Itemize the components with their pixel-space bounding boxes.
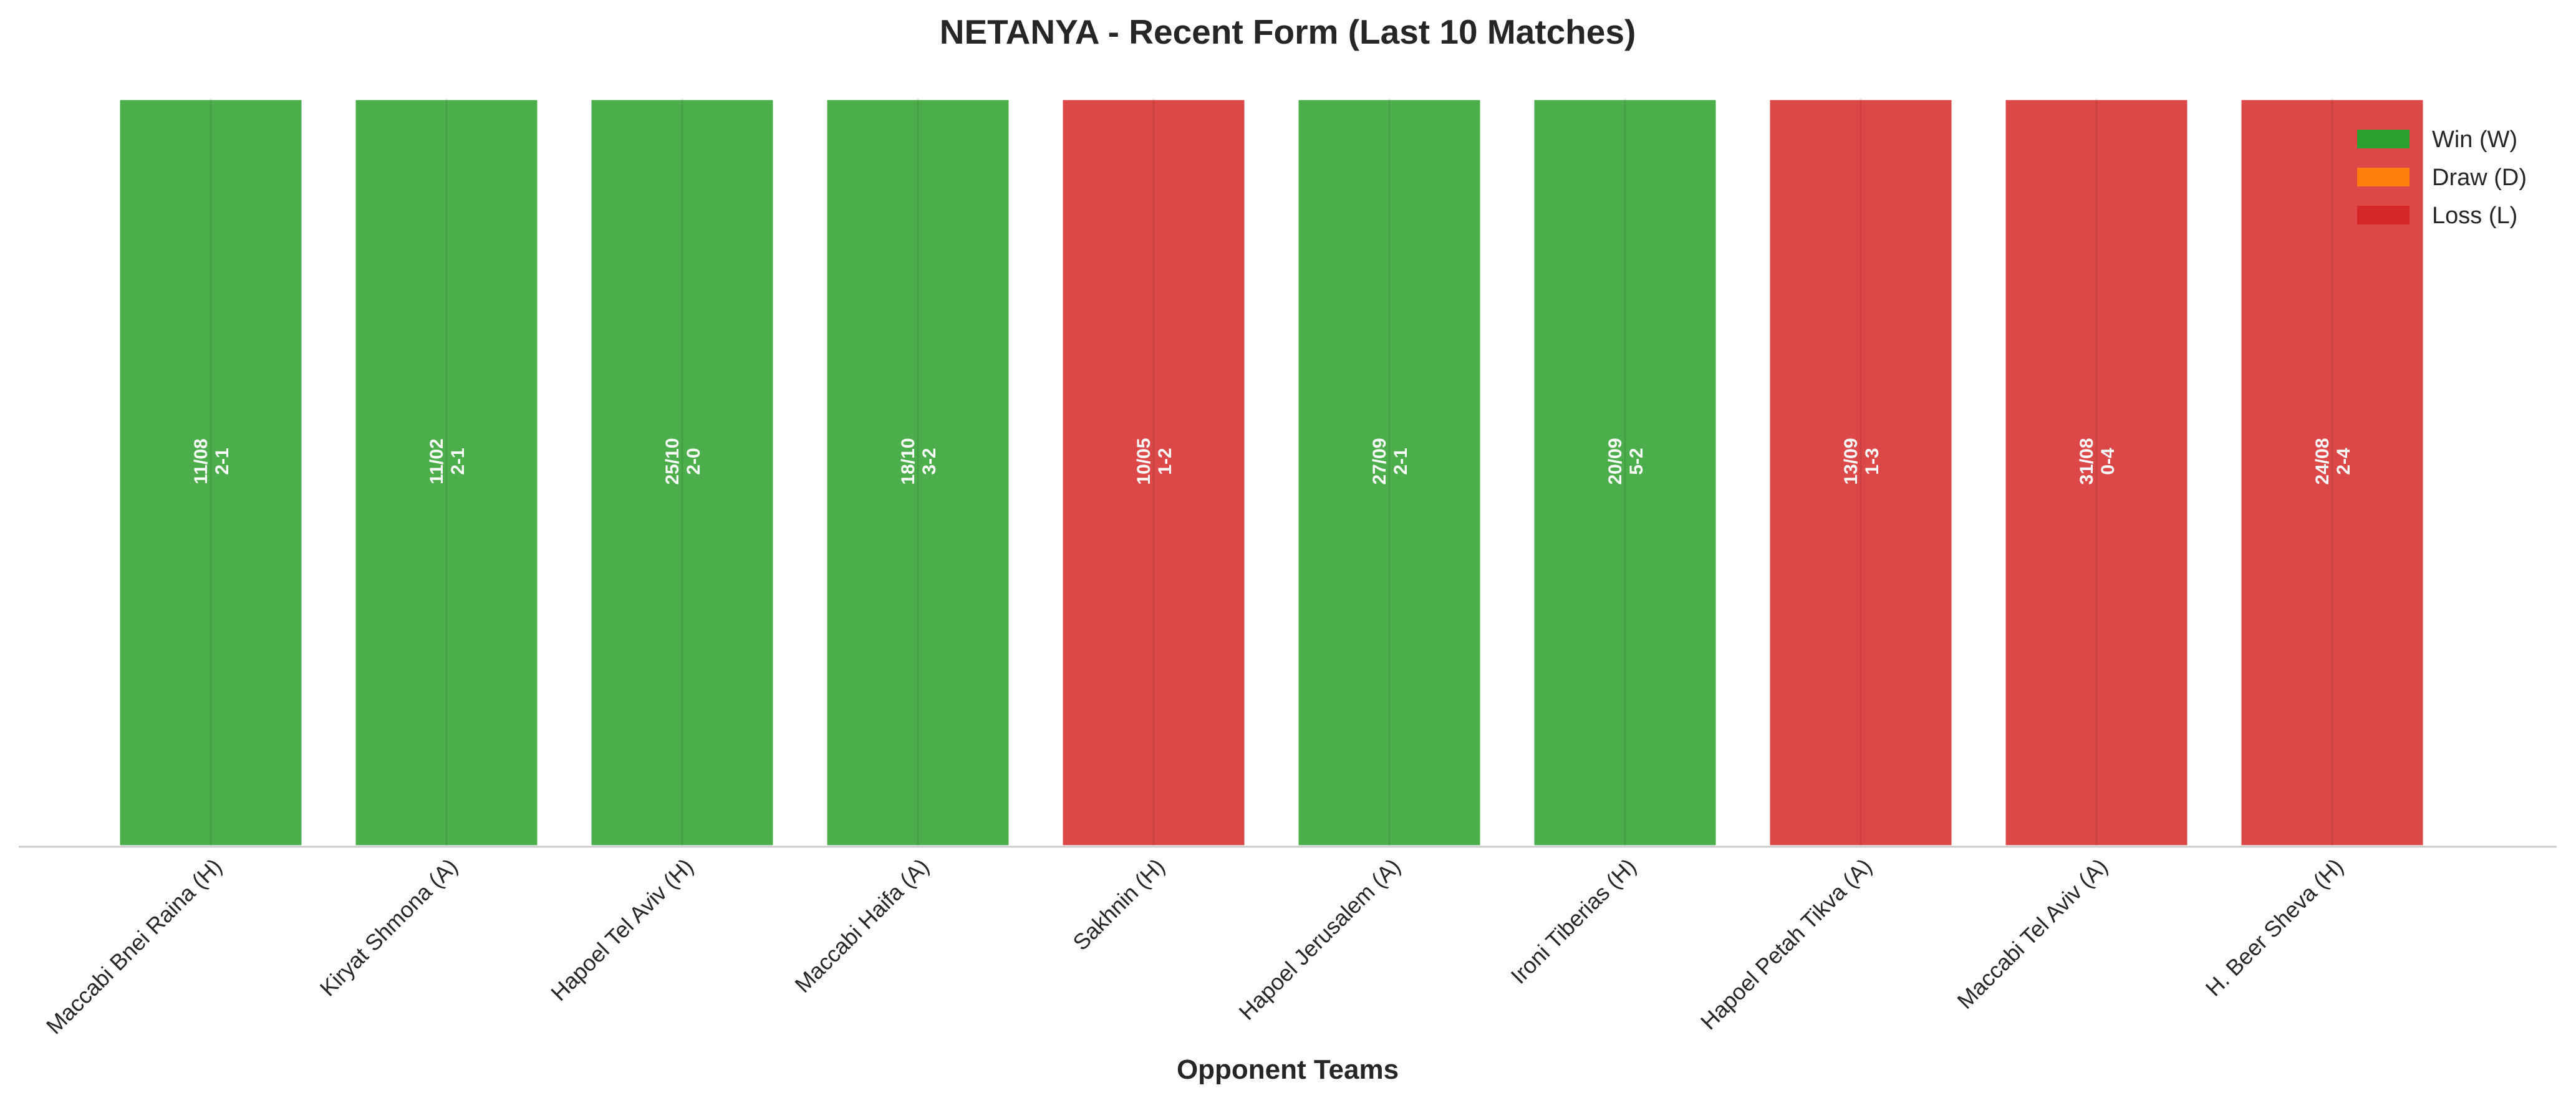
match-score: 2-1 xyxy=(448,448,468,474)
match-score: 2-1 xyxy=(212,448,233,474)
match-date: 20/09 xyxy=(1605,438,1626,484)
match-date: 18/10 xyxy=(898,438,919,484)
x-tick-label: Maccabi Haifa (A) xyxy=(789,854,933,998)
legend-label: Draw (D) xyxy=(2432,165,2527,191)
match-score: 2-1 xyxy=(1391,448,1411,474)
bar-3 xyxy=(588,97,776,849)
legend-label: Loss (L) xyxy=(2432,203,2517,229)
match-date: 13/09 xyxy=(1841,438,1861,484)
legend-swatch xyxy=(2357,168,2410,186)
x-tick-label: Sakhnin (H) xyxy=(1068,854,1169,955)
bar-data-label: 25/102-0 xyxy=(662,438,704,484)
x-tick-label: H. Beer Sheva (H) xyxy=(2201,854,2348,1001)
bar-data-label: 24/082-4 xyxy=(2312,438,2354,484)
x-tick-label: Hapoel Tel Aviv (H) xyxy=(546,854,698,1006)
bar-data-label: 20/095-2 xyxy=(1605,438,1647,484)
legend: Win (W) Draw (D) Loss (L) xyxy=(2357,127,2527,229)
bar-data-label: 10/051-2 xyxy=(1134,438,1175,484)
bar-data-label: 11/082-1 xyxy=(191,438,233,484)
match-score: 2-0 xyxy=(683,448,704,474)
match-date: 27/09 xyxy=(1369,438,1390,484)
x-tick-label: Hapoel Petah Tikva (A) xyxy=(1696,854,1877,1035)
x-axis-label: Opponent Teams xyxy=(1177,1054,1399,1085)
chart-title: NETANYA - Recent Form (Last 10 Matches) xyxy=(940,12,1636,51)
bar-5 xyxy=(1059,97,1248,849)
match-score: 3-2 xyxy=(919,448,940,474)
match-score: 0-4 xyxy=(2098,448,2118,475)
legend-swatch xyxy=(2357,206,2410,224)
x-tick-label: Ironi Tiberias (H) xyxy=(1506,854,1641,989)
bar-data-label: 18/103-2 xyxy=(898,438,940,484)
match-score: 1-3 xyxy=(1862,448,1883,474)
x-tick-labels: Maccabi Bnei Raina (H) Kiryat Shmona (A) H… xyxy=(41,854,2348,1039)
match-date: 25/10 xyxy=(662,438,683,484)
match-date: 10/05 xyxy=(1134,438,1154,484)
bar-data-label: 11/022-1 xyxy=(427,438,468,484)
bar-2 xyxy=(352,97,541,849)
bar-6 xyxy=(1295,97,1483,849)
match-date: 11/02 xyxy=(427,438,447,484)
match-score: 1-2 xyxy=(1155,448,1175,474)
bars-layer: 11/082-1 11/022-1 25/102-0 18/103-2 10/051-2… xyxy=(117,97,2426,849)
bar-1 xyxy=(117,97,305,849)
match-score: 2-4 xyxy=(2333,448,2354,475)
match-date: 11/08 xyxy=(191,438,211,484)
legend-label: Win (W) xyxy=(2432,127,2517,153)
bar-data-label: 13/091-3 xyxy=(1841,438,1883,484)
match-date: 24/08 xyxy=(2312,438,2333,484)
bar-7 xyxy=(1531,97,1719,849)
x-tick-label: Maccabi Bnei Raina (H) xyxy=(41,854,227,1039)
x-tick-label: Maccabi Tel Aviv (A) xyxy=(1952,854,2112,1014)
match-score: 5-2 xyxy=(1626,448,1647,474)
bar-4 xyxy=(824,97,1012,849)
x-tick-label: Hapoel Jerusalem (A) xyxy=(1233,854,1405,1025)
match-date: 31/08 xyxy=(2077,438,2097,484)
bar-data-label: 27/092-1 xyxy=(1369,438,1411,484)
legend-swatch xyxy=(2357,130,2410,148)
bar-data-label: 31/080-4 xyxy=(2077,438,2118,484)
x-tick-label: Kiryat Shmona (A) xyxy=(315,854,463,1001)
